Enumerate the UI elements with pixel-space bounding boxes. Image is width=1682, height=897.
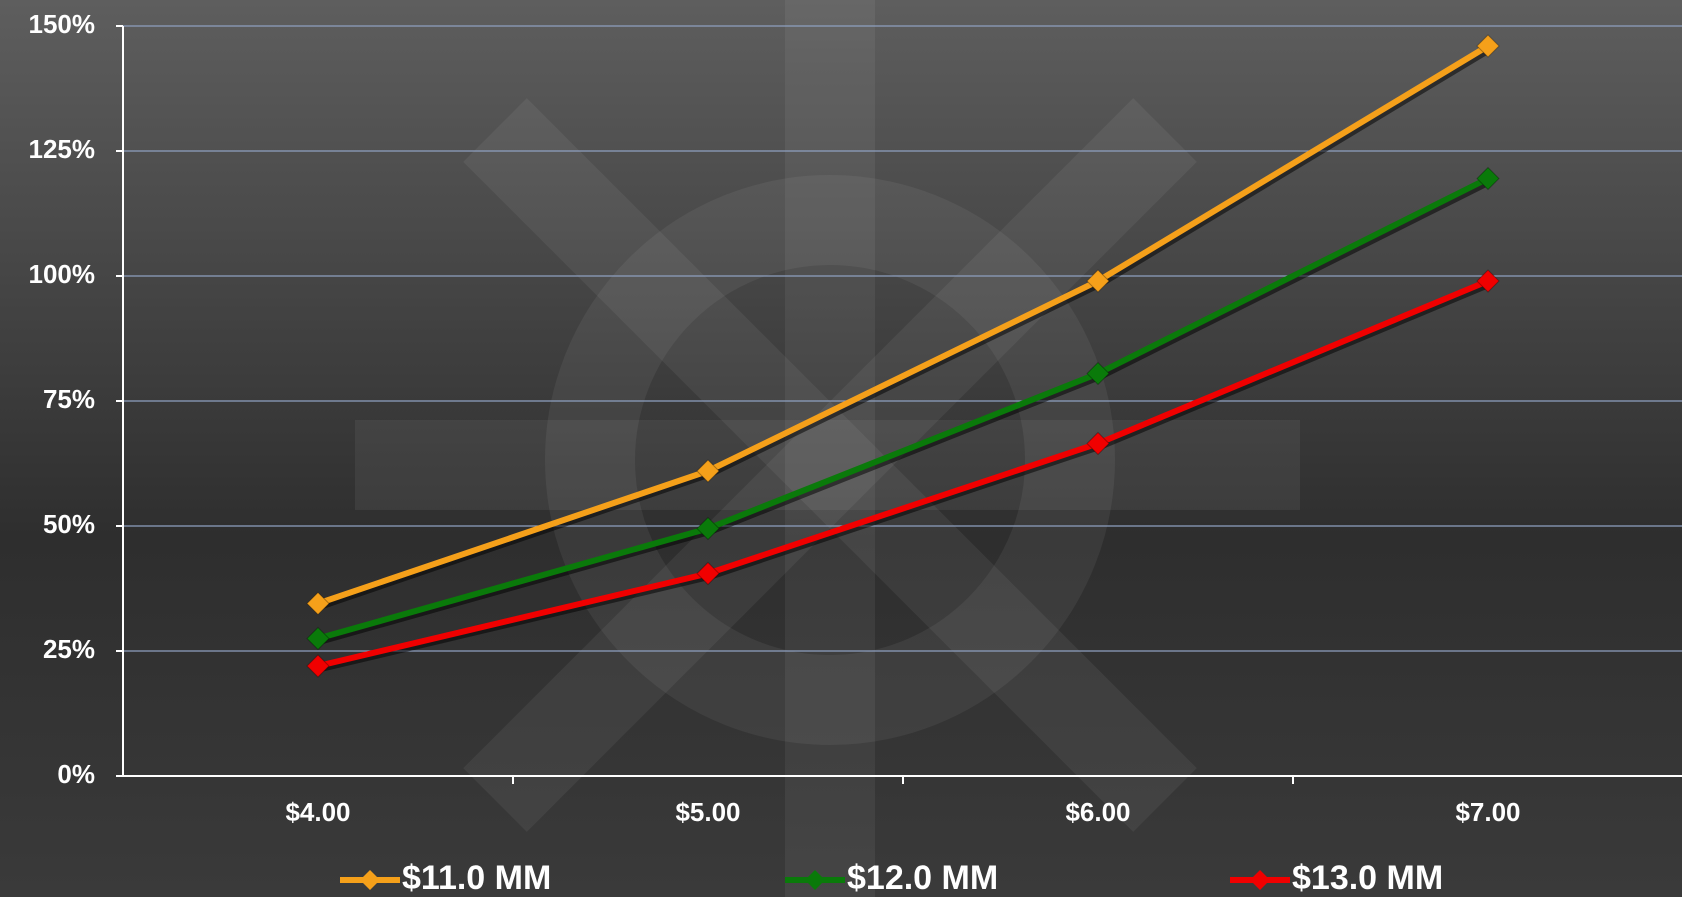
y-tick-label: 150%: [29, 9, 96, 39]
y-tick-label: 100%: [29, 259, 96, 289]
point-marker: [306, 591, 330, 616]
point-marker: [306, 626, 330, 651]
watermark: [355, 0, 1300, 897]
series-line: [317, 175, 1490, 642]
point-marker: [1476, 166, 1500, 191]
point-marker: [1476, 269, 1500, 293]
point-marker: [1086, 431, 1110, 456]
point-marker: [1086, 269, 1110, 293]
x-tick-label: $5.00: [675, 797, 740, 827]
line-shadow: [320, 178, 1493, 645]
y-tick-label: 125%: [29, 134, 96, 164]
point-marker: [696, 459, 720, 483]
x-tick-label: $4.00: [285, 797, 350, 827]
legend-marker: [805, 870, 825, 890]
series-line: [317, 43, 1490, 607]
line-shadow: [320, 46, 1493, 610]
point-marker: [696, 516, 720, 541]
point-marker: [306, 654, 330, 678]
point-marker: [1086, 361, 1110, 386]
y-tick-label: 0%: [57, 759, 95, 789]
line-shadow: [320, 281, 1493, 672]
point-marker: [1476, 34, 1500, 58]
point-marker: [696, 561, 720, 586]
x-tick-label: $6.00: [1065, 797, 1130, 827]
legend-label: $13.0 MM: [1292, 859, 1443, 897]
y-tick-label: 75%: [43, 384, 95, 414]
x-tick-label: $7.00: [1455, 797, 1520, 827]
y-tick-label: 50%: [43, 509, 95, 539]
series-line: [317, 278, 1490, 669]
y-tick-label: 25%: [43, 634, 95, 664]
legend-marker: [360, 870, 380, 890]
legend-label: $11.0 MM: [402, 859, 551, 897]
legend-marker: [1250, 870, 1270, 890]
legend-label: $12.0 MM: [847, 859, 998, 897]
